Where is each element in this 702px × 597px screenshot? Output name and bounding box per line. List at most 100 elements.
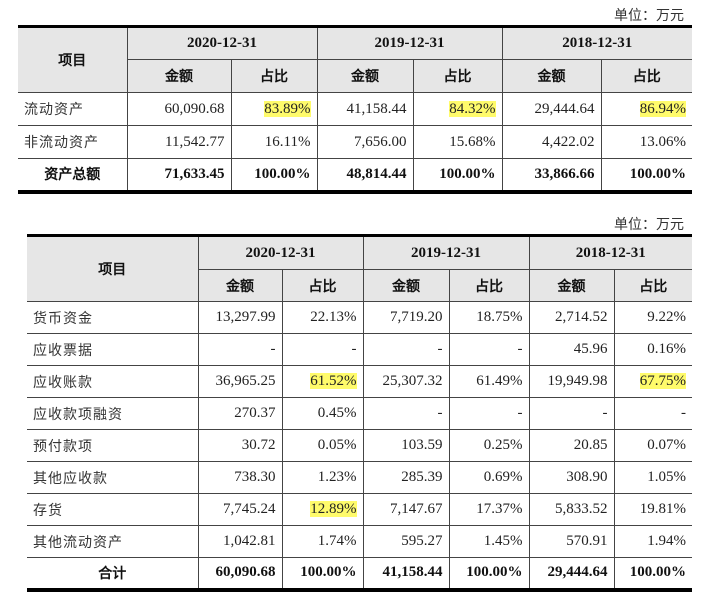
ratio-cell: - xyxy=(448,397,530,430)
amount-cell: 7,745.24 xyxy=(197,493,283,526)
header-ratio: 占比 xyxy=(230,59,318,93)
amount-cell: 4,422.02 xyxy=(501,125,602,159)
total-row: 合计 60,090.68 100.00% 41,158.44 100.00% 2… xyxy=(27,557,692,590)
header-period: 2018-12-31 xyxy=(501,26,692,60)
amount-cell: 13,297.99 xyxy=(197,301,283,334)
total-label: 合计 xyxy=(27,557,199,590)
header-ratio: 占比 xyxy=(600,59,692,93)
row-label: 其他流动资产 xyxy=(27,525,199,558)
ratio-cell: 0.07% xyxy=(613,429,692,462)
ratio-cell: 1.45% xyxy=(448,525,530,558)
header-row-periods: 项目 2020-12-31 2019-12-31 2018-12-31 xyxy=(18,26,692,93)
header-period: 2018-12-31 xyxy=(528,235,692,270)
table-row: 存货 7,745.24 12.89% 7,147.67 17.37% 5,833.52 19… xyxy=(27,493,692,526)
ratio-cell: - xyxy=(281,333,364,366)
ratio-cell: 61.49% xyxy=(448,365,530,398)
row-label: 货币资金 xyxy=(27,301,199,334)
amount-cell: 103.59 xyxy=(362,429,450,462)
amount-cell: - xyxy=(362,333,450,366)
ratio-cell: 84.32% xyxy=(412,92,503,126)
ratio-cell: 12.89% xyxy=(281,493,364,526)
header-period: 2020-12-31 xyxy=(197,235,364,270)
amount-cell: 285.39 xyxy=(362,461,450,494)
ratio-cell: 1.23% xyxy=(281,461,364,494)
table-row: 应收账款 36,965.25 61.52% 25,307.32 61.49% 19,949… xyxy=(27,365,692,398)
amount-cell: 60,090.68 xyxy=(126,92,232,126)
table-row: 预付款项 30.72 0.05% 103.59 0.25% 20.85 0.07% xyxy=(27,429,692,462)
row-label: 应收款项融资 xyxy=(27,397,199,430)
amount-cell: 738.30 xyxy=(197,461,283,494)
amount-cell: 7,719.20 xyxy=(362,301,450,334)
table-row: 其他应收款 738.30 1.23% 285.39 0.69% 308.90 1.05% xyxy=(27,461,692,494)
amount-cell: - xyxy=(528,397,615,430)
header-ratio: 占比 xyxy=(412,59,503,93)
ratio-cell: 83.89% xyxy=(230,92,318,126)
ratio-cell: 16.11% xyxy=(230,125,318,159)
ratio-cell: 1.74% xyxy=(281,525,364,558)
highlighted-ratio: 84.32% xyxy=(449,100,496,117)
amount-cell: 36,965.25 xyxy=(197,365,283,398)
ratio-cell: 0.25% xyxy=(448,429,530,462)
highlighted-ratio: 67.75% xyxy=(639,373,686,389)
header-amount: 金额 xyxy=(316,59,414,93)
total-amount: 71,633.45 xyxy=(126,158,232,192)
header-period: 2019-12-31 xyxy=(362,235,530,270)
header-amount: 金额 xyxy=(528,269,615,302)
total-ratio: 100.00% xyxy=(600,158,692,192)
amount-cell: 7,656.00 xyxy=(316,125,414,159)
row-label: 存货 xyxy=(27,493,199,526)
row-label: 预付款项 xyxy=(27,429,199,462)
table-row: 流动资产 60,090.68 83.89% 41,158.44 84.32% 2… xyxy=(18,92,692,126)
total-label: 资产总额 xyxy=(18,158,128,192)
amount-cell: 270.37 xyxy=(197,397,283,430)
total-amount: 41,158.44 xyxy=(362,557,450,590)
highlighted-ratio: 86.94% xyxy=(639,100,686,117)
amount-cell: - xyxy=(197,333,283,366)
highlighted-ratio: 61.52% xyxy=(310,373,357,389)
row-label: 其他应收款 xyxy=(27,461,199,494)
table-row: 其他流动资产 1,042.81 1.74% 595.27 1.45% 570.91 1.94… xyxy=(27,525,692,558)
header-amount: 金额 xyxy=(198,269,283,302)
highlighted-ratio: 12.89% xyxy=(310,501,357,517)
amount-cell: 20.85 xyxy=(528,429,615,462)
amount-cell: 2,714.52 xyxy=(528,301,615,334)
total-amount: 33,866.66 xyxy=(501,158,602,192)
ratio-cell: 15.68% xyxy=(412,125,503,159)
total-ratio: 100.00% xyxy=(448,557,530,590)
ratio-cell: 17.37% xyxy=(448,493,530,526)
amount-cell: 570.91 xyxy=(528,525,615,558)
ratio-cell: 1.94% xyxy=(613,525,692,558)
highlighted-ratio: 83.89% xyxy=(264,100,311,117)
total-amount: 48,814.44 xyxy=(316,158,414,192)
ratio-cell: 13.06% xyxy=(600,125,692,159)
ratio-cell: 22.13% xyxy=(281,301,364,334)
amount-cell: 7,147.67 xyxy=(362,493,450,526)
amount-cell: 45.96 xyxy=(528,333,615,366)
header-amount: 金额 xyxy=(362,269,450,302)
amount-cell: 30.72 xyxy=(197,429,283,462)
header-item: 项目 xyxy=(27,235,199,302)
unit-label-table2: 单位：万元 xyxy=(614,217,684,233)
row-label: 非流动资产 xyxy=(18,125,128,159)
total-ratio: 100.00% xyxy=(613,557,692,590)
ratio-cell: 0.45% xyxy=(281,397,364,430)
row-label: 流动资产 xyxy=(18,92,128,126)
amount-cell: 29,444.64 xyxy=(501,92,602,126)
asset-structure-table: 项目 2020-12-31 2019-12-31 2018-12-31 金额 占… xyxy=(18,25,692,194)
amount-cell: 19,949.98 xyxy=(528,365,615,398)
ratio-cell: 0.05% xyxy=(281,429,364,462)
ratio-cell: 0.16% xyxy=(613,333,692,366)
amount-cell: 41,158.44 xyxy=(316,92,414,126)
table-row: 非流动资产 11,542.77 16.11% 7,656.00 15.68% 4… xyxy=(18,125,692,159)
total-row: 资产总额 71,633.45 100.00% 48,814.44 100.00%… xyxy=(18,158,692,192)
header-ratio: 占比 xyxy=(281,269,364,302)
header-ratio: 占比 xyxy=(448,269,530,302)
header-row-subcolumns: 金额 占比 金额 占比 金额 占比 xyxy=(27,269,692,302)
amount-cell: 25,307.32 xyxy=(362,365,450,398)
ratio-cell: 9.22% xyxy=(613,301,692,334)
table-row: 应收款项融资 270.37 0.45% - - - - xyxy=(27,397,692,430)
total-ratio: 100.00% xyxy=(230,158,318,192)
row-label: 应收账款 xyxy=(27,365,199,398)
header-amount: 金额 xyxy=(501,59,602,93)
amount-cell: 308.90 xyxy=(528,461,615,494)
